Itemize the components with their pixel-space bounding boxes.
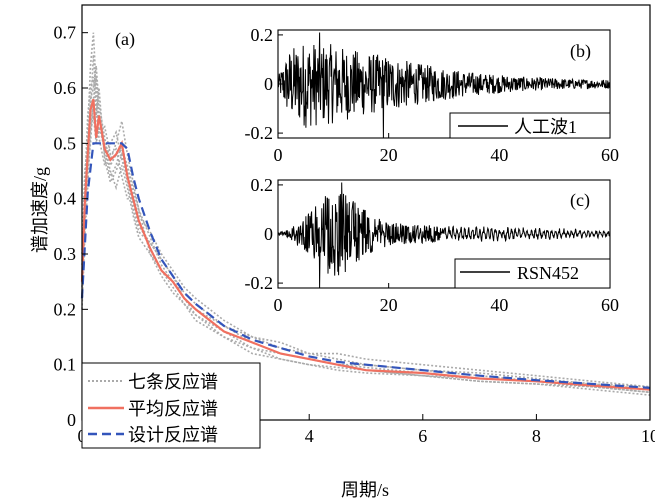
x-axis-label: 周期/s	[341, 480, 389, 500]
y-tick-label: 0.1	[54, 355, 77, 375]
x-tick-label: 10	[641, 426, 655, 446]
inset-x-tick-label: 0	[274, 295, 283, 315]
inset-b-legend-box	[449, 112, 611, 139]
x-tick-label: 4	[305, 426, 314, 446]
y-tick-label: 0.7	[54, 23, 77, 43]
inset-b: 0 20 40 60-0.200.2 (b) 人工波1	[245, 25, 620, 165]
mean-spectrum-line	[80, 98, 651, 391]
inset-y-tick-label: -0.2	[245, 123, 274, 143]
inset-y-tick-label: -0.2	[245, 273, 274, 293]
inset-c-legend-label: RSN452	[517, 263, 579, 283]
y-axis-label: 谱加速度/g	[30, 167, 50, 253]
y-tick-label: 0.6	[54, 78, 77, 98]
inset-x-tick-label: 60	[601, 145, 619, 165]
inset-c-series-layer	[277, 182, 611, 289]
inset-b-ticks: 0 20 40 60-0.200.2	[245, 25, 620, 165]
y-tick-label: 0.5	[54, 133, 77, 153]
panel-label-b: (b)	[570, 41, 591, 62]
inset-x-tick-label: 20	[380, 295, 398, 315]
legend-label-seven: 七条反应谱	[128, 372, 218, 392]
inset-x-tick-label: 40	[490, 145, 508, 165]
x-tick-label: 6	[418, 426, 427, 446]
inset-y-tick-label: 0.2	[251, 175, 274, 195]
inset-c-ticks: 0 20 40 60-0.200.2	[245, 175, 620, 315]
y-tick-label: 0.4	[54, 189, 77, 209]
inset-y-tick-label: 0	[264, 74, 273, 94]
inset-b-series-layer	[277, 32, 611, 139]
y-tick-label: 0.2	[54, 299, 77, 319]
main-legend-box	[81, 362, 261, 449]
inset-y-tick-label: 0	[264, 224, 273, 244]
panel-label-a: (a)	[115, 29, 135, 50]
main-axes-frame	[81, 4, 651, 421]
main-legend: 七条反应谱 平均反应谱 设计反应谱	[81, 362, 261, 449]
y-tick-label: 0	[67, 410, 76, 430]
time-history-line	[277, 182, 611, 289]
time-history-line	[277, 32, 611, 139]
seven-spectra-curve-7	[81, 87, 651, 394]
inset-x-tick-label: 0	[274, 145, 283, 165]
legend-label-mean: 平均反应谱	[128, 399, 218, 419]
inset-x-tick-label: 60	[601, 295, 619, 315]
inset-y-tick-label: 0.2	[251, 25, 274, 45]
inset-c: 0 20 40 60-0.200.2 (c) RSN452	[245, 175, 620, 315]
inset-x-tick-label: 20	[380, 145, 398, 165]
x-tick-label: 8	[532, 426, 541, 446]
inset-b-legend-label: 人工波1	[514, 117, 577, 137]
legend-label-design: 设计反应谱	[128, 425, 218, 445]
design-spectrum-line	[80, 142, 651, 389]
panel-label-c: (c)	[570, 190, 590, 211]
seven-spectra-curve-6	[81, 65, 651, 394]
inset-c-legend-box	[454, 258, 611, 289]
main-plot: 024681000.10.20.30.40.50.60.7 (a) 周期/s 谱…	[30, 4, 655, 500]
inset-x-tick-label: 40	[490, 295, 508, 315]
y-tick-label: 0.3	[54, 244, 77, 264]
seven-spectra-curve-5	[81, 54, 651, 388]
main-series-layer	[80, 32, 651, 396]
